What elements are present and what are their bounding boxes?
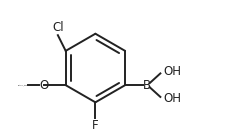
Text: Cl: Cl (52, 21, 64, 34)
Text: methoxy_stub: methoxy_stub (17, 84, 27, 86)
Text: O: O (40, 79, 49, 92)
Text: B: B (143, 79, 151, 92)
Text: OH: OH (163, 92, 181, 105)
Text: F: F (92, 119, 99, 132)
Text: OH: OH (163, 65, 181, 78)
